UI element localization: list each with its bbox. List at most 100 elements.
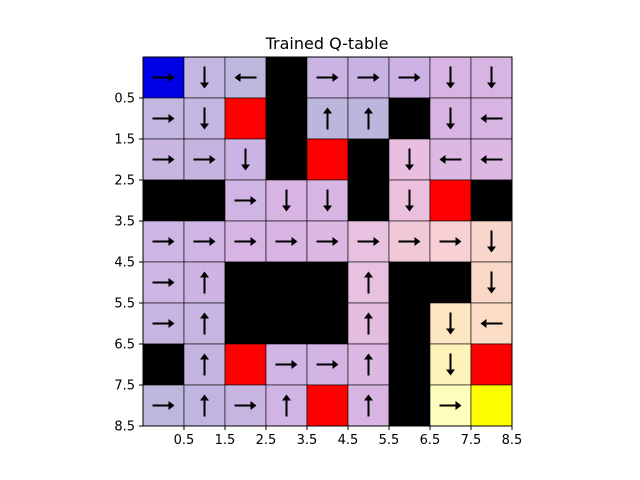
arrow-right-r7c4 bbox=[316, 360, 339, 369]
cell-wall-r6c4 bbox=[306, 302, 349, 345]
arrow-down-r6c7 bbox=[446, 312, 455, 335]
arrow-up-r8c5 bbox=[364, 394, 373, 417]
cell-wall-r8c6 bbox=[388, 384, 431, 427]
arrow-right-r4c5 bbox=[357, 237, 380, 246]
arrow-up-r5c1 bbox=[200, 271, 209, 294]
cell-wall-r3c1 bbox=[183, 179, 226, 222]
policy-arrows bbox=[152, 66, 503, 417]
arrow-left-r2c8 bbox=[480, 155, 503, 164]
y-tick-label: 2.5 bbox=[114, 174, 135, 189]
plot-frame bbox=[142, 56, 513, 427]
cell-wall-r3c0 bbox=[142, 179, 185, 222]
arrow-right-r0c4 bbox=[316, 73, 339, 82]
cell-wall-r7c0 bbox=[142, 343, 185, 386]
cell-wall-r6c3 bbox=[265, 302, 308, 345]
y-tick-label: 5.5 bbox=[114, 297, 135, 312]
x-tick-label: 1.5 bbox=[215, 433, 236, 448]
x-tick-label: 3.5 bbox=[297, 433, 318, 448]
y-tick-label: 1.5 bbox=[114, 133, 135, 148]
cell-wall-r5c6 bbox=[388, 261, 431, 304]
x-tick-label: 7.5 bbox=[461, 433, 482, 448]
y-tick-label: 3.5 bbox=[114, 215, 135, 230]
arrow-up-r1c4 bbox=[323, 107, 332, 130]
arrow-up-r6c1 bbox=[200, 312, 209, 335]
cell-wall-r1c6 bbox=[388, 97, 431, 140]
x-tick-label: 6.5 bbox=[420, 433, 441, 448]
arrow-right-r4c2 bbox=[234, 237, 257, 246]
arrow-down-r3c4 bbox=[323, 189, 332, 212]
arrow-down-r3c3 bbox=[282, 189, 291, 212]
arrow-down-r2c2 bbox=[241, 148, 250, 171]
arrow-up-r7c1 bbox=[200, 353, 209, 376]
x-tick-label: 5.5 bbox=[379, 433, 400, 448]
arrow-up-r1c5 bbox=[364, 107, 373, 130]
arrow-down-r5c8 bbox=[487, 271, 496, 294]
cell-wall-r2c3 bbox=[265, 138, 308, 181]
x-axis-ticks: 0.5 1.5 2.5 3.5 4.5 5.5 6.5 7.5 8.5 bbox=[174, 426, 523, 448]
arrow-right-r4c7 bbox=[439, 237, 462, 246]
cell-hazard-r2c4 bbox=[306, 138, 349, 181]
cell-wall-r5c2 bbox=[224, 261, 267, 304]
arrow-down-r0c1 bbox=[200, 66, 209, 89]
arrow-right-r4c3 bbox=[275, 237, 298, 246]
chart-title: Trained Q-table bbox=[265, 34, 389, 53]
arrow-left-r6c8 bbox=[480, 319, 503, 328]
arrow-up-r8c3 bbox=[282, 394, 291, 417]
arrow-left-r1c8 bbox=[480, 114, 503, 123]
arrow-down-r0c8 bbox=[487, 66, 496, 89]
arrow-right-r0c6 bbox=[398, 73, 421, 82]
arrow-down-r3c6 bbox=[405, 189, 414, 212]
cell-goal-r8c8 bbox=[470, 384, 513, 427]
cell-wall-r6c2 bbox=[224, 302, 267, 345]
arrow-down-r1c1 bbox=[200, 107, 209, 130]
arrow-right-r4c1 bbox=[193, 237, 216, 246]
cell-hazard-r8c4 bbox=[306, 384, 349, 427]
cell-wall-r5c3 bbox=[265, 261, 308, 304]
arrow-right-r6c0 bbox=[152, 319, 175, 328]
y-tick-label: 8.5 bbox=[114, 420, 135, 435]
cell-hazard-r1c2 bbox=[224, 97, 267, 140]
cell-wall-r5c4 bbox=[306, 261, 349, 304]
x-tick-label: 8.5 bbox=[502, 433, 523, 448]
y-tick-label: 4.5 bbox=[114, 256, 135, 271]
cell-hazard-r7c8 bbox=[470, 343, 513, 386]
y-tick-label: 6.5 bbox=[114, 338, 135, 353]
cell-wall-r7c6 bbox=[388, 343, 431, 386]
arrow-right-r0c5 bbox=[357, 73, 380, 82]
cell-hazard-r3c7 bbox=[429, 179, 472, 222]
arrow-right-r0c0 bbox=[152, 73, 175, 82]
arrow-down-r1c7 bbox=[446, 107, 455, 130]
arrow-left-r2c7 bbox=[439, 155, 462, 164]
arrow-right-r8c7 bbox=[439, 401, 462, 410]
cell-wall-r2c5 bbox=[347, 138, 390, 181]
cell-wall-r5c7 bbox=[429, 261, 472, 304]
arrow-right-r8c2 bbox=[234, 401, 257, 410]
x-tick-label: 0.5 bbox=[174, 433, 195, 448]
arrow-right-r2c1 bbox=[193, 155, 216, 164]
arrow-right-r4c6 bbox=[398, 237, 421, 246]
cell-wall-r1c3 bbox=[265, 97, 308, 140]
arrow-right-r4c0 bbox=[152, 237, 175, 246]
arrow-down-r7c7 bbox=[446, 353, 455, 376]
y-axis-ticks: 0.5 1.5 2.5 3.5 4.5 5.5 6.5 7.5 8.5 bbox=[114, 92, 143, 435]
x-tick-label: 4.5 bbox=[338, 433, 359, 448]
cell-hazard-r7c2 bbox=[224, 343, 267, 386]
arrow-up-r8c1 bbox=[200, 394, 209, 417]
arrow-left-r0c2 bbox=[234, 73, 257, 82]
arrow-right-r1c0 bbox=[152, 114, 175, 123]
cell-q-r5c5 bbox=[347, 261, 390, 304]
cell-wall-r0c3 bbox=[265, 56, 308, 99]
cell-wall-r3c8 bbox=[470, 179, 513, 222]
arrow-right-r3c2 bbox=[234, 196, 257, 205]
arrow-right-r4c4 bbox=[316, 237, 339, 246]
arrow-up-r6c5 bbox=[364, 312, 373, 335]
arrow-right-r8c0 bbox=[152, 401, 175, 410]
cell-wall-r3c5 bbox=[347, 179, 390, 222]
arrow-up-r7c5 bbox=[364, 353, 373, 376]
y-tick-label: 0.5 bbox=[114, 92, 135, 107]
x-tick-label: 2.5 bbox=[256, 433, 277, 448]
cell-wall-r6c6 bbox=[388, 302, 431, 345]
arrow-down-r0c7 bbox=[446, 66, 455, 89]
arrow-down-r2c6 bbox=[405, 148, 414, 171]
